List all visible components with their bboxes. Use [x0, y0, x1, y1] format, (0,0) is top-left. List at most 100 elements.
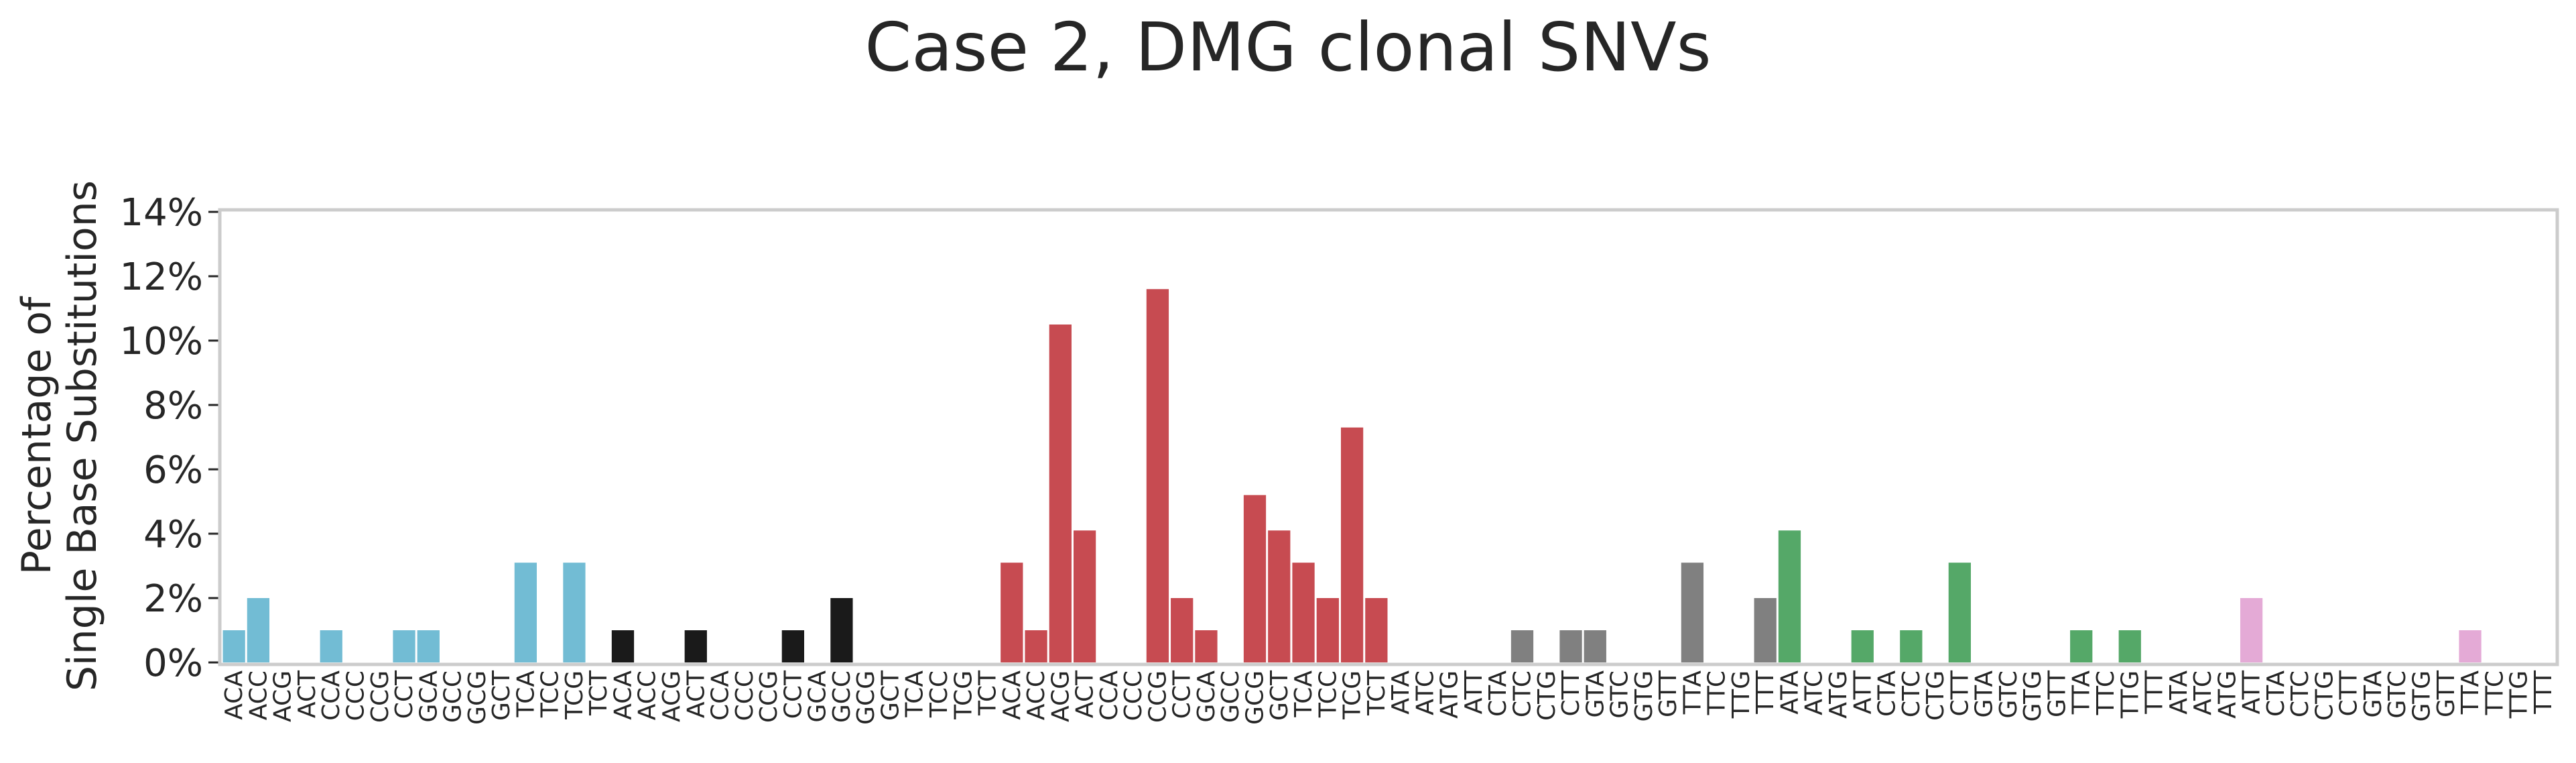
- y-axis-label: Percentage of Single Base Substitutions: [13, 180, 106, 691]
- x-tick-label: TCT: [1363, 670, 1391, 716]
- bar: [247, 598, 270, 662]
- x-tick-label: GTC: [2384, 670, 2411, 719]
- x-tick-label: TCT: [974, 670, 1002, 716]
- y-tick-label: 10%: [120, 320, 203, 363]
- bar: [1778, 530, 1801, 662]
- bar: [1316, 598, 1339, 662]
- x-tick-label: GTT: [1655, 670, 1682, 717]
- bar: [393, 630, 415, 662]
- x-tick-label: ATC: [1411, 670, 1439, 715]
- x-tick-label: TCG: [1339, 670, 1366, 720]
- x-tick-label: GCG: [464, 670, 491, 725]
- bar: [1559, 630, 1582, 662]
- x-tick-label: TTG: [1728, 670, 1755, 719]
- x-tick-label: ACT: [294, 670, 321, 718]
- bar: [1948, 563, 1971, 662]
- x-tick-label: CTT: [1946, 670, 1974, 716]
- x-tick-label: GCG: [852, 670, 880, 725]
- y-axis-label-line-1: Percentage of: [13, 296, 60, 575]
- x-tick-label: GTA: [1582, 670, 1609, 718]
- x-tick-label: CTA: [1874, 670, 1901, 717]
- bar: [2070, 630, 2093, 662]
- y-tick-label: 6%: [143, 449, 203, 492]
- x-tick-label: TTT: [1752, 670, 1779, 715]
- x-tick-label: CCG: [755, 670, 783, 723]
- x-tick-label: ATT: [2238, 670, 2266, 714]
- bar: [1146, 289, 1169, 662]
- bar: [611, 630, 635, 662]
- x-tick-label: TTC: [1703, 670, 1731, 715]
- x-tick-label: CCA: [1096, 670, 1123, 721]
- bar: [222, 630, 245, 662]
- x-tick-label: CCC: [342, 670, 369, 721]
- bar: [1292, 563, 1315, 662]
- x-tick-label: TTA: [1679, 670, 1706, 715]
- bar: [2118, 630, 2141, 662]
- y-tick-label: 0%: [143, 642, 203, 685]
- x-tick-label: CCC: [731, 670, 759, 721]
- bar: [1073, 530, 1096, 662]
- x-tick-label: TCA: [1290, 670, 1317, 718]
- x-tick-label: TCT: [585, 670, 613, 716]
- bar: [563, 563, 586, 662]
- x-tick-label: TTT: [2141, 670, 2169, 715]
- bar: [684, 630, 707, 662]
- x-tick-label: CCT: [1169, 670, 1196, 719]
- x-tick-label: CCG: [1144, 670, 1171, 723]
- x-tick-label: CTT: [2335, 670, 2363, 716]
- x-tick-label: TCC: [925, 670, 953, 718]
- x-tick-label: GCA: [415, 670, 442, 723]
- y-tick-label: 14%: [120, 191, 203, 235]
- bar: [1195, 630, 1218, 662]
- x-tick-label: TTT: [2530, 670, 2557, 715]
- x-tick-label: CCC: [1120, 670, 1147, 721]
- x-tick-label: TTA: [2457, 670, 2484, 715]
- x-tick-label: TTC: [2092, 670, 2120, 715]
- bar: [1171, 598, 1194, 662]
- x-tick-label: GCT: [1266, 670, 1293, 721]
- bar: [1851, 630, 1874, 662]
- bar: [1365, 598, 1388, 662]
- bar: [2459, 630, 2482, 662]
- x-tick-label: TTG: [2506, 670, 2533, 719]
- x-tick-label: ACT: [682, 670, 710, 718]
- x-tick-label: TCG: [561, 670, 588, 720]
- x-axis-ticks: ACAACCACGACTCCACCCCCGCCTGCAGCCGCGGCTTCAT…: [220, 670, 2557, 725]
- x-tick-label: GCC: [1217, 670, 1244, 723]
- bar: [1754, 598, 1777, 662]
- x-tick-label: GTC: [1606, 670, 1634, 719]
- plot-frame: [218, 208, 2559, 666]
- x-tick-label: ATA: [2165, 670, 2193, 715]
- x-tick-label: CTG: [1533, 670, 1561, 721]
- x-tick-label: ACA: [220, 670, 248, 720]
- x-tick-label: GTG: [2019, 670, 2047, 722]
- x-tick-label: TTC: [2481, 670, 2508, 715]
- x-tick-label: CCT: [779, 670, 807, 719]
- x-tick-label: CCA: [318, 670, 345, 721]
- x-tick-label: ACC: [245, 670, 272, 720]
- x-tick-label: TTA: [2068, 670, 2096, 715]
- x-tick-label: GCC: [828, 670, 856, 723]
- y-tick-label: 4%: [143, 513, 203, 556]
- x-tick-label: ACG: [658, 670, 686, 722]
- x-tick-label: GCA: [1193, 670, 1220, 723]
- bar: [514, 563, 537, 662]
- bar: [1900, 630, 1923, 662]
- x-tick-label: GCA: [804, 670, 832, 723]
- bar: [781, 630, 804, 662]
- x-tick-label: CTA: [1484, 670, 1512, 717]
- x-tick-label: CCT: [391, 670, 418, 719]
- y-axis-label-line-2: Single Base Substitutions: [59, 180, 106, 691]
- x-tick-label: GCT: [877, 670, 904, 721]
- x-tick-label: ACG: [269, 670, 297, 722]
- x-tick-label: CTC: [1898, 670, 1925, 717]
- x-tick-label: TCC: [1314, 670, 1342, 718]
- bars: [222, 289, 2482, 662]
- x-tick-label: CTA: [2262, 670, 2290, 717]
- x-tick-label: CTG: [2311, 670, 2338, 721]
- bar: [1584, 630, 1606, 662]
- x-tick-label: GCC: [440, 670, 467, 723]
- bar: [1340, 427, 1364, 662]
- x-tick-label: TCG: [950, 670, 977, 720]
- x-tick-label: GCG: [1242, 670, 1269, 725]
